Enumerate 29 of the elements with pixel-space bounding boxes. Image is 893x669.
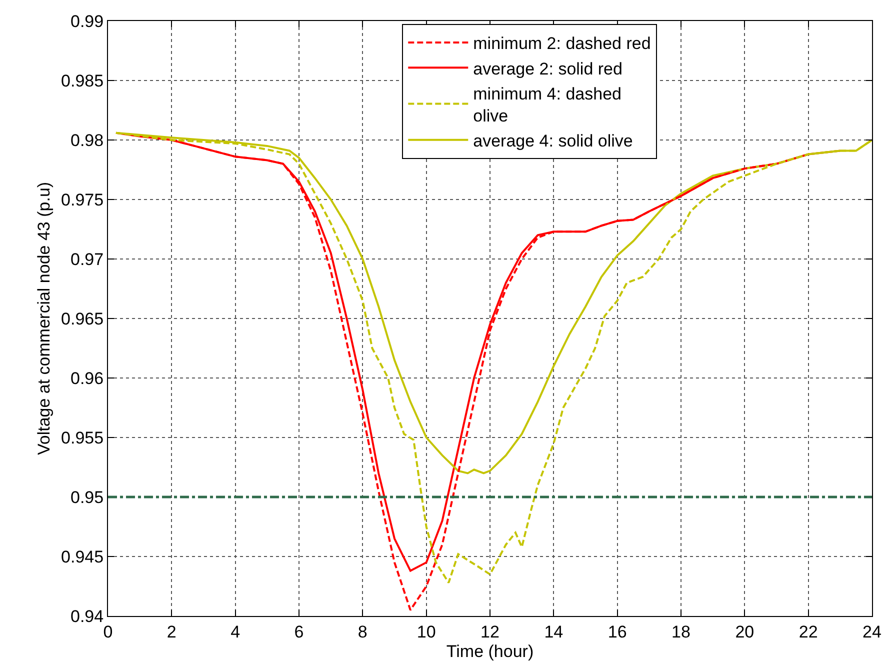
x-tick-label: 0 (103, 622, 113, 642)
y-tick-label: 0.96 (70, 368, 104, 388)
y-tick-label: 0.98 (70, 130, 104, 150)
x-tick-label: 10 (416, 622, 436, 642)
x-axis-title: Time (hour) (446, 642, 534, 661)
x-tick-label: 6 (294, 622, 304, 642)
x-tick-label: 4 (230, 622, 240, 642)
x-tick-label: 8 (358, 622, 368, 642)
y-tick-label: 0.955 (61, 428, 104, 448)
x-tick-label: 16 (608, 622, 627, 642)
x-tick-label: 18 (672, 622, 690, 642)
legend-label: average 2: solid red (473, 59, 622, 78)
y-tick-label: 0.95 (70, 488, 104, 507)
x-tick-label: 12 (480, 622, 500, 642)
x-tick-label: 22 (798, 622, 818, 642)
y-tick-label: 0.97 (70, 250, 104, 269)
legend-label: average 4: solid olive (473, 132, 633, 151)
y-tick-label: 0.965 (61, 309, 104, 328)
x-tick-label: 20 (735, 622, 754, 642)
x-tick-label: 14 (544, 622, 564, 642)
y-tick-label: 0.94 (70, 606, 104, 626)
y-axis-title: Voltage at commercial node 43 (p.u) (34, 182, 54, 456)
y-tick-label: 0.945 (61, 547, 104, 566)
y-tick-label: 0.985 (61, 71, 104, 90)
x-tick-label: 24 (862, 622, 882, 642)
y-tick-label: 0.975 (61, 190, 104, 210)
x-tick-label: 2 (166, 622, 176, 642)
legend-label: minimum 2: dashed red (473, 34, 651, 54)
y-tick-label: 0.99 (70, 12, 104, 31)
